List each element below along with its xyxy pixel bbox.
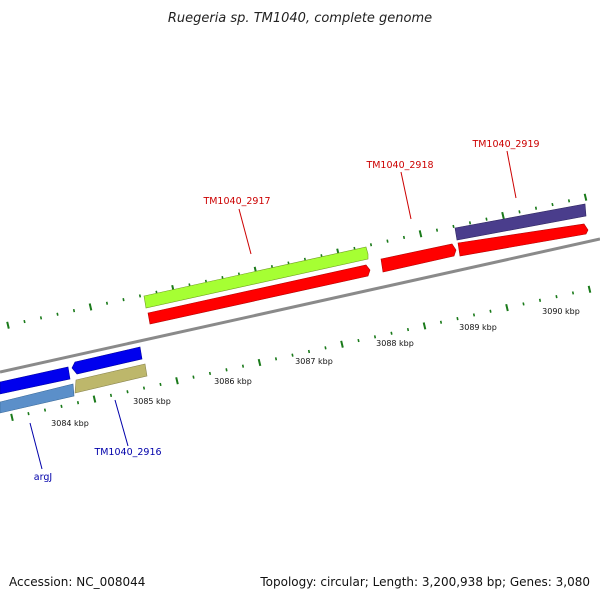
map-title: Ruegeria sp. TM1040, complete genome (168, 11, 432, 26)
label-tm1040-2918: TM1040_2918 (365, 160, 433, 171)
minor-tick (159, 382, 162, 387)
minor-tick (27, 412, 30, 416)
minor-tick (390, 331, 393, 335)
minor-tick (551, 202, 554, 207)
minor-tick (192, 375, 195, 379)
major-tick (88, 303, 93, 311)
minor-tick (72, 308, 76, 313)
minor-tick (518, 210, 521, 214)
minor-tick (225, 368, 228, 372)
minor-tick (489, 309, 492, 313)
label-argj: argJ (34, 472, 52, 483)
gene-tm1040-2917[interactable] (143, 246, 369, 309)
minor-tick (522, 302, 525, 306)
major-tick (501, 211, 505, 220)
gene-tm1040-2919[interactable] (454, 203, 587, 241)
leader-tm1040-2916 (114, 399, 129, 447)
minor-tick (468, 221, 472, 225)
major-tick (422, 322, 427, 330)
accession-text: Accession: NC_008044 (9, 575, 145, 589)
gene-tm1040-2916-cds[interactable] (71, 346, 143, 375)
label-tm1040-2916: TM1040_2916 (93, 447, 161, 458)
kbp-label: 3088 kbp (376, 339, 414, 348)
kbp-scale-labels: 3084 kbp 3085 kbp 3086 kbp 3087 kbp 3088 kbp… (51, 307, 580, 428)
topology-text: Topology: circular; Length: 3,200,938 bp… (259, 575, 590, 589)
minor-tick (122, 298, 125, 302)
minor-tick (109, 393, 113, 398)
major-tick (583, 193, 588, 201)
kbp-label: 3086 kbp (214, 377, 252, 386)
minor-tick (241, 364, 245, 368)
tick-row-top (6, 193, 588, 329)
gene-argj[interactable] (0, 383, 75, 414)
minor-tick (43, 408, 47, 412)
major-tick (92, 395, 97, 403)
minor-tick (373, 335, 377, 339)
genome-backbone (0, 237, 600, 374)
major-tick (257, 358, 262, 367)
minor-tick (274, 357, 278, 361)
minor-tick (60, 404, 63, 408)
minor-tick (456, 316, 459, 321)
major-tick (6, 321, 10, 329)
minor-tick (406, 327, 410, 332)
minor-tick (435, 228, 439, 232)
minor-tick (142, 386, 146, 390)
major-tick (340, 340, 344, 348)
minor-tick (23, 319, 26, 324)
major-tick (175, 377, 179, 385)
leader-argj (29, 422, 43, 470)
leader-tm1040-2918 (400, 171, 412, 220)
minor-tick (105, 301, 109, 305)
minor-tick (357, 338, 360, 343)
minor-tick (452, 224, 455, 229)
minor-tick (538, 298, 542, 302)
kbp-label: 3084 kbp (51, 419, 89, 428)
label-tm1040-2917: TM1040_2917 (202, 196, 270, 207)
minor-tick (472, 313, 476, 317)
major-tick (505, 303, 509, 312)
minor-tick (208, 371, 212, 376)
kbp-label: 3085 kbp (133, 397, 171, 406)
kbp-label: 3087 kbp (295, 357, 333, 366)
minor-tick (291, 353, 294, 357)
minor-tick (369, 243, 373, 247)
minor-tick (126, 390, 129, 394)
tick-row-bottom (10, 285, 592, 422)
minor-tick (534, 206, 538, 210)
minor-tick (555, 295, 558, 299)
gene-argj-cds[interactable] (0, 366, 71, 395)
minor-tick (439, 320, 443, 324)
kbp-label: 3089 kbp (459, 323, 497, 332)
minor-tick (76, 401, 80, 405)
kbp-label: 3090 kbp (542, 307, 580, 316)
minor-tick (386, 239, 389, 243)
gene-tm1040-2918[interactable] (380, 243, 457, 273)
minor-tick (567, 199, 571, 203)
minor-tick (571, 291, 575, 295)
minor-tick (307, 349, 311, 354)
minor-tick (324, 346, 327, 350)
leader-tm1040-2919 (506, 150, 517, 199)
gene-tm1040-2917-cds[interactable] (147, 264, 371, 325)
gene-tm1040-2919-cds[interactable] (457, 223, 589, 257)
minor-tick (485, 217, 488, 221)
minor-tick (56, 312, 59, 316)
minor-tick (402, 235, 406, 240)
major-tick (418, 230, 423, 238)
label-tm1040-2919: TM1040_2919 (471, 139, 539, 150)
gene-tm1040-2916[interactable] (74, 363, 148, 394)
major-tick (587, 285, 592, 293)
minor-tick (39, 316, 43, 320)
leader-tm1040-2917 (238, 208, 252, 255)
minor-tick (138, 294, 142, 298)
major-tick (10, 413, 14, 422)
